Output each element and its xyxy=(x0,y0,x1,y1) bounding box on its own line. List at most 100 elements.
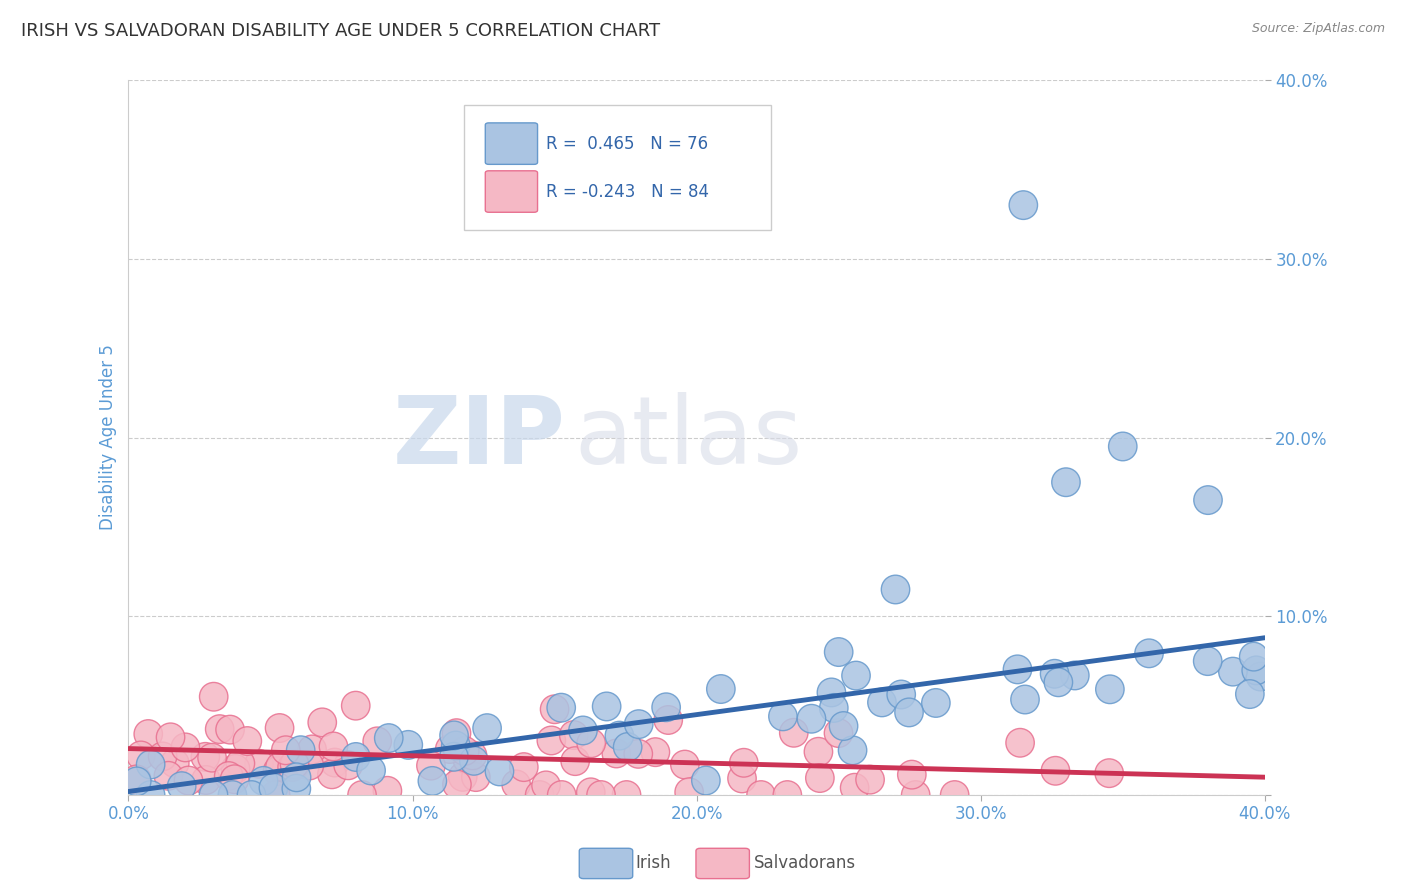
Ellipse shape xyxy=(374,723,404,752)
Ellipse shape xyxy=(671,750,699,779)
Ellipse shape xyxy=(1135,639,1163,667)
Ellipse shape xyxy=(560,721,588,749)
Ellipse shape xyxy=(308,708,336,737)
Ellipse shape xyxy=(1241,657,1271,685)
Ellipse shape xyxy=(1108,432,1137,461)
Ellipse shape xyxy=(394,731,422,759)
Ellipse shape xyxy=(321,748,349,777)
Ellipse shape xyxy=(613,732,643,761)
Ellipse shape xyxy=(576,729,606,757)
Ellipse shape xyxy=(122,765,150,794)
Ellipse shape xyxy=(443,719,471,747)
Ellipse shape xyxy=(436,735,464,764)
Ellipse shape xyxy=(624,710,652,739)
Ellipse shape xyxy=(283,763,311,791)
Ellipse shape xyxy=(215,762,243,790)
Ellipse shape xyxy=(263,756,291,785)
Ellipse shape xyxy=(160,749,188,778)
Ellipse shape xyxy=(526,780,554,809)
Ellipse shape xyxy=(586,780,616,809)
Ellipse shape xyxy=(830,712,858,740)
Ellipse shape xyxy=(624,739,652,768)
Ellipse shape xyxy=(707,674,735,703)
Ellipse shape xyxy=(842,661,870,690)
Ellipse shape xyxy=(887,681,915,709)
Y-axis label: Disability Age Under 5: Disability Age Under 5 xyxy=(100,344,117,531)
Ellipse shape xyxy=(347,780,377,809)
Ellipse shape xyxy=(1010,191,1038,219)
Ellipse shape xyxy=(868,688,896,716)
Ellipse shape xyxy=(238,780,266,809)
Ellipse shape xyxy=(218,780,246,809)
Ellipse shape xyxy=(200,780,228,809)
Text: Source: ZipAtlas.com: Source: ZipAtlas.com xyxy=(1251,22,1385,36)
Text: atlas: atlas xyxy=(574,392,803,483)
Ellipse shape xyxy=(747,780,775,809)
Text: IRISH VS SALVADORAN DISABILITY AGE UNDER 5 CORRELATION CHART: IRISH VS SALVADORAN DISABILITY AGE UNDER… xyxy=(21,22,661,40)
Ellipse shape xyxy=(692,766,720,795)
Ellipse shape xyxy=(319,732,347,761)
Ellipse shape xyxy=(342,743,370,772)
Ellipse shape xyxy=(458,741,486,770)
Ellipse shape xyxy=(820,694,848,723)
Ellipse shape xyxy=(602,739,630,768)
Ellipse shape xyxy=(1060,661,1090,690)
Ellipse shape xyxy=(894,698,924,727)
Ellipse shape xyxy=(200,682,228,711)
Ellipse shape xyxy=(569,716,598,745)
Ellipse shape xyxy=(266,714,294,742)
Ellipse shape xyxy=(1040,659,1069,688)
Ellipse shape xyxy=(453,745,481,774)
Ellipse shape xyxy=(281,751,309,780)
FancyBboxPatch shape xyxy=(485,123,537,164)
Ellipse shape xyxy=(1236,680,1264,708)
Ellipse shape xyxy=(540,695,569,723)
Ellipse shape xyxy=(509,753,538,781)
Ellipse shape xyxy=(941,780,969,809)
Ellipse shape xyxy=(728,764,756,793)
Ellipse shape xyxy=(363,727,391,756)
Ellipse shape xyxy=(460,747,488,775)
Ellipse shape xyxy=(897,760,927,789)
Ellipse shape xyxy=(547,693,575,722)
Ellipse shape xyxy=(461,763,491,791)
Ellipse shape xyxy=(191,765,221,794)
Ellipse shape xyxy=(1011,685,1039,714)
Ellipse shape xyxy=(136,750,165,779)
Ellipse shape xyxy=(838,736,866,764)
Ellipse shape xyxy=(856,765,884,794)
Ellipse shape xyxy=(472,714,502,742)
Ellipse shape xyxy=(357,756,385,785)
Ellipse shape xyxy=(295,751,323,780)
Ellipse shape xyxy=(561,747,589,775)
Ellipse shape xyxy=(537,726,565,755)
FancyBboxPatch shape xyxy=(464,105,770,230)
FancyBboxPatch shape xyxy=(485,170,537,212)
Ellipse shape xyxy=(547,780,576,809)
Ellipse shape xyxy=(167,772,195,800)
Ellipse shape xyxy=(806,764,834,792)
Ellipse shape xyxy=(1240,642,1268,671)
Ellipse shape xyxy=(174,766,202,795)
Text: R =  0.465   N = 76: R = 0.465 N = 76 xyxy=(546,135,707,153)
Ellipse shape xyxy=(266,753,294,781)
Ellipse shape xyxy=(882,575,910,604)
Ellipse shape xyxy=(901,780,929,809)
Ellipse shape xyxy=(613,780,641,809)
Ellipse shape xyxy=(278,753,307,781)
Ellipse shape xyxy=(654,706,682,734)
Ellipse shape xyxy=(1219,657,1247,686)
Ellipse shape xyxy=(259,773,288,802)
Ellipse shape xyxy=(443,770,471,798)
Ellipse shape xyxy=(773,780,801,809)
Ellipse shape xyxy=(221,755,250,783)
Ellipse shape xyxy=(136,780,165,809)
Ellipse shape xyxy=(576,778,605,806)
Ellipse shape xyxy=(1095,675,1123,704)
Ellipse shape xyxy=(804,738,832,766)
Ellipse shape xyxy=(298,735,326,764)
Ellipse shape xyxy=(1095,759,1123,788)
Ellipse shape xyxy=(418,766,447,796)
Ellipse shape xyxy=(122,767,150,796)
Ellipse shape xyxy=(416,751,446,780)
